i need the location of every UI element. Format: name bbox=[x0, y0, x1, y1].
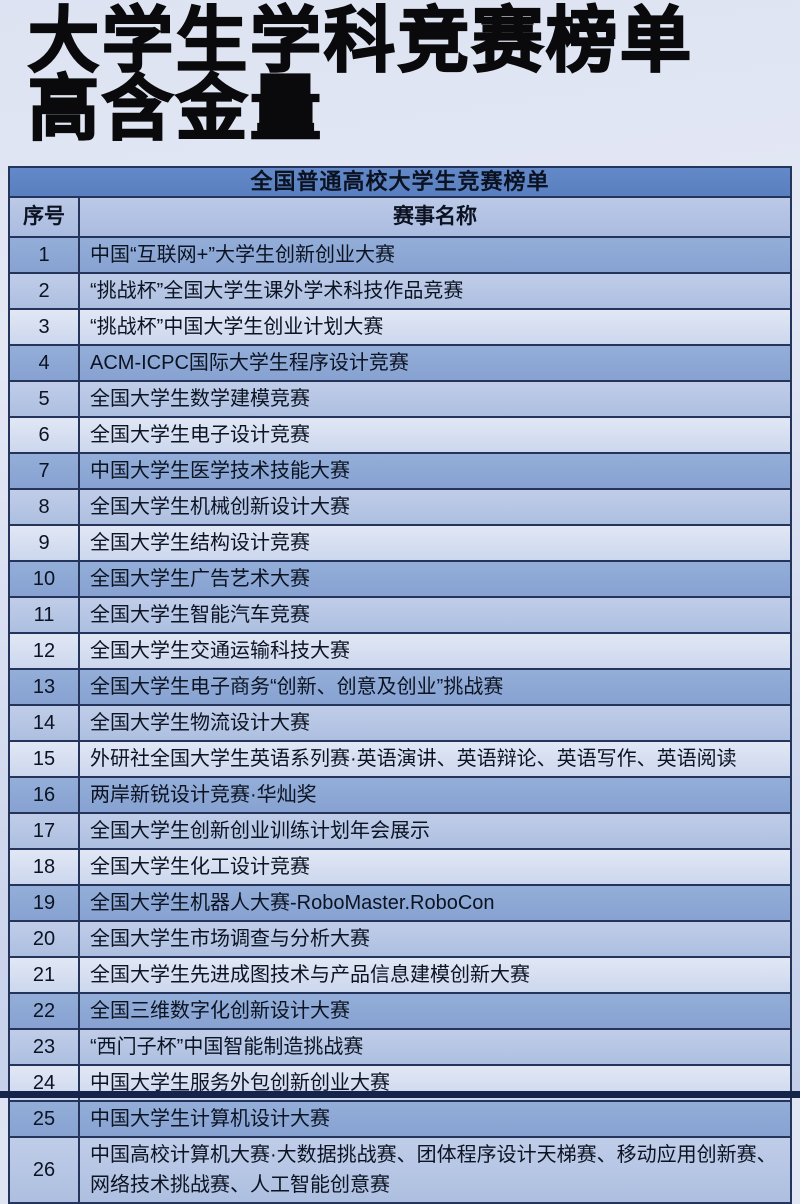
row-index: 4 bbox=[10, 346, 80, 380]
table-row: 2 “挑战杯”全国大学生课外学术科技作品竞赛 bbox=[10, 272, 790, 308]
row-index: 23 bbox=[10, 1030, 80, 1064]
table-row: 8 全国大学生机械创新设计大赛 bbox=[10, 488, 790, 524]
row-index: 12 bbox=[10, 634, 80, 668]
row-competition-name: 中国大学生服务外包创新创业大赛 bbox=[90, 1072, 390, 1094]
row-competition-name: 全国大学生创新创业训练计划年会展示 bbox=[90, 820, 430, 842]
row-competition-name: 全国大学生物流设计大赛 bbox=[90, 712, 310, 734]
table-row: 11 全国大学生智能汽车竞赛 bbox=[10, 596, 790, 632]
row-index: 24 bbox=[10, 1066, 80, 1100]
table-row: 13 全国大学生电子商务“创新、创意及创业”挑战赛 bbox=[10, 668, 790, 704]
row-index: 17 bbox=[10, 814, 80, 848]
table-header-row: 序号 赛事名称 bbox=[10, 196, 790, 236]
row-competition-name: 全国大学生电子商务“创新、创意及创业”挑战赛 bbox=[90, 676, 504, 698]
row-competition-name: 中国“互联网+”大学生创新创业大赛 bbox=[90, 244, 395, 266]
table-row: 17 全国大学生创新创业训练计划年会展示 bbox=[10, 812, 790, 848]
table-body: 1 中国“互联网+”大学生创新创业大赛 2 “挑战杯”全国大学生课外学术科技作品… bbox=[10, 236, 790, 1202]
table-band-title: 全国普通高校大学生竞赛榜单 bbox=[10, 168, 790, 196]
table-row: 15 外研社全国大学生英语系列赛·英语演讲、英语辩论、英语写作、英语阅读 bbox=[10, 740, 790, 776]
row-index: 25 bbox=[10, 1102, 80, 1136]
row-index: 15 bbox=[10, 742, 80, 776]
row-competition-name: 全国大学生先进成图技术与产品信息建模创新大赛 bbox=[90, 964, 530, 986]
row-competition-name: 中国大学生计算机设计大赛 bbox=[90, 1108, 330, 1130]
row-competition-name: 外研社全国大学生英语系列赛·英语演讲、英语辩论、英语写作、英语阅读 bbox=[90, 748, 737, 770]
table-row: 16 两岸新锐设计竞赛·华灿奖 bbox=[10, 776, 790, 812]
page-title: 大学生学科竞赛榜单 高含金量 bbox=[27, 5, 694, 146]
table-row: 7 中国大学生医学技术技能大赛 bbox=[10, 452, 790, 488]
table-row: 5 全国大学生数学建模竞赛 bbox=[10, 380, 790, 416]
row-competition-name: 全国大学生市场调查与分析大赛 bbox=[90, 928, 370, 950]
row-index: 20 bbox=[10, 922, 80, 956]
row-competition-name: 中国大学生医学技术技能大赛 bbox=[90, 460, 350, 482]
row-index: 19 bbox=[10, 886, 80, 920]
page-title-line2: 高含金量 bbox=[27, 70, 325, 149]
row-competition-name: 全国大学生结构设计竞赛 bbox=[90, 532, 310, 554]
row-competition-name: “挑战杯”全国大学生课外学术科技作品竞赛 bbox=[90, 280, 464, 302]
row-index: 6 bbox=[10, 418, 80, 452]
row-index: 16 bbox=[10, 778, 80, 812]
row-index: 10 bbox=[10, 562, 80, 596]
row-index: 5 bbox=[10, 382, 80, 416]
row-index: 21 bbox=[10, 958, 80, 992]
row-competition-name: 全国大学生智能汽车竞赛 bbox=[90, 604, 310, 626]
row-index: 18 bbox=[10, 850, 80, 884]
row-index: 8 bbox=[10, 490, 80, 524]
table-row: 9 全国大学生结构设计竞赛 bbox=[10, 524, 790, 560]
table-row: 22 全国三维数字化创新设计大赛 bbox=[10, 992, 790, 1028]
table-row: 4 ACM-ICPC国际大学生程序设计竞赛 bbox=[10, 344, 790, 380]
table-row: 12 全国大学生交通运输科技大赛 bbox=[10, 632, 790, 668]
row-index: 11 bbox=[10, 598, 80, 632]
table-row: 3 “挑战杯”中国大学生创业计划大赛 bbox=[10, 308, 790, 344]
table-row: 23 “西门子杯”中国智能制造挑战赛 bbox=[10, 1028, 790, 1064]
row-index: 1 bbox=[10, 238, 80, 272]
row-competition-name: 两岸新锐设计竞赛·华灿奖 bbox=[90, 784, 317, 806]
table-row: 25 中国大学生计算机设计大赛 bbox=[10, 1100, 790, 1136]
row-index: 13 bbox=[10, 670, 80, 704]
table-row: 18 全国大学生化工设计竞赛 bbox=[10, 848, 790, 884]
row-competition-name: 全国大学生机器人大赛-RoboMaster.RoboCon bbox=[90, 892, 495, 914]
row-index: 3 bbox=[10, 310, 80, 344]
table-row: 21 全国大学生先进成图技术与产品信息建模创新大赛 bbox=[10, 956, 790, 992]
row-competition-name: 全国大学生数学建模竞赛 bbox=[90, 388, 310, 410]
table-row: 6 全国大学生电子设计竞赛 bbox=[10, 416, 790, 452]
row-competition-name: “西门子杯”中国智能制造挑战赛 bbox=[90, 1036, 364, 1058]
row-competition-name: 全国大学生交通运输科技大赛 bbox=[90, 640, 350, 662]
row-competition-name: 全国大学生化工设计竞赛 bbox=[90, 856, 310, 878]
row-index: 9 bbox=[10, 526, 80, 560]
table-row: 1 中国“互联网+”大学生创新创业大赛 bbox=[10, 236, 790, 272]
row-competition-name: 全国三维数字化创新设计大赛 bbox=[90, 1000, 350, 1022]
row-competition-name: 全国大学生广告艺术大赛 bbox=[90, 568, 310, 590]
table-row: 26 中国高校计算机大赛·大数据挑战赛、团体程序设计天梯赛、移动应用创新赛、网络… bbox=[10, 1136, 790, 1202]
table-row: 19 全国大学生机器人大赛-RoboMaster.RoboCon bbox=[10, 884, 790, 920]
table-row: 20 全国大学生市场调查与分析大赛 bbox=[10, 920, 790, 956]
row-index: 14 bbox=[10, 706, 80, 740]
row-index: 22 bbox=[10, 994, 80, 1028]
competition-ranking-table: 全国普通高校大学生竞赛榜单 序号 赛事名称 1 中国“互联网+”大学生创新创业大… bbox=[8, 166, 792, 1204]
table-row: 10 全国大学生广告艺术大赛 bbox=[10, 560, 790, 596]
row-index: 26 bbox=[10, 1138, 80, 1202]
column-header-index: 序号 bbox=[10, 198, 80, 236]
row-competition-name: 全国大学生电子设计竞赛 bbox=[90, 424, 310, 446]
bottom-bar bbox=[0, 1091, 800, 1098]
row-competition-name: 全国大学生机械创新设计大赛 bbox=[90, 496, 350, 518]
row-index: 2 bbox=[10, 274, 80, 308]
row-competition-name: “挑战杯”中国大学生创业计划大赛 bbox=[90, 316, 384, 338]
row-competition-name: 中国高校计算机大赛·大数据挑战赛、团体程序设计天梯赛、移动应用创新赛、网络技术挑… bbox=[90, 1144, 777, 1196]
column-header-name: 赛事名称 bbox=[393, 205, 477, 228]
page-title-line1: 大学生学科竞赛榜单 bbox=[27, 2, 695, 81]
table-row: 14 全国大学生物流设计大赛 bbox=[10, 704, 790, 740]
row-competition-name: ACM-ICPC国际大学生程序设计竞赛 bbox=[90, 352, 409, 374]
row-index: 7 bbox=[10, 454, 80, 488]
